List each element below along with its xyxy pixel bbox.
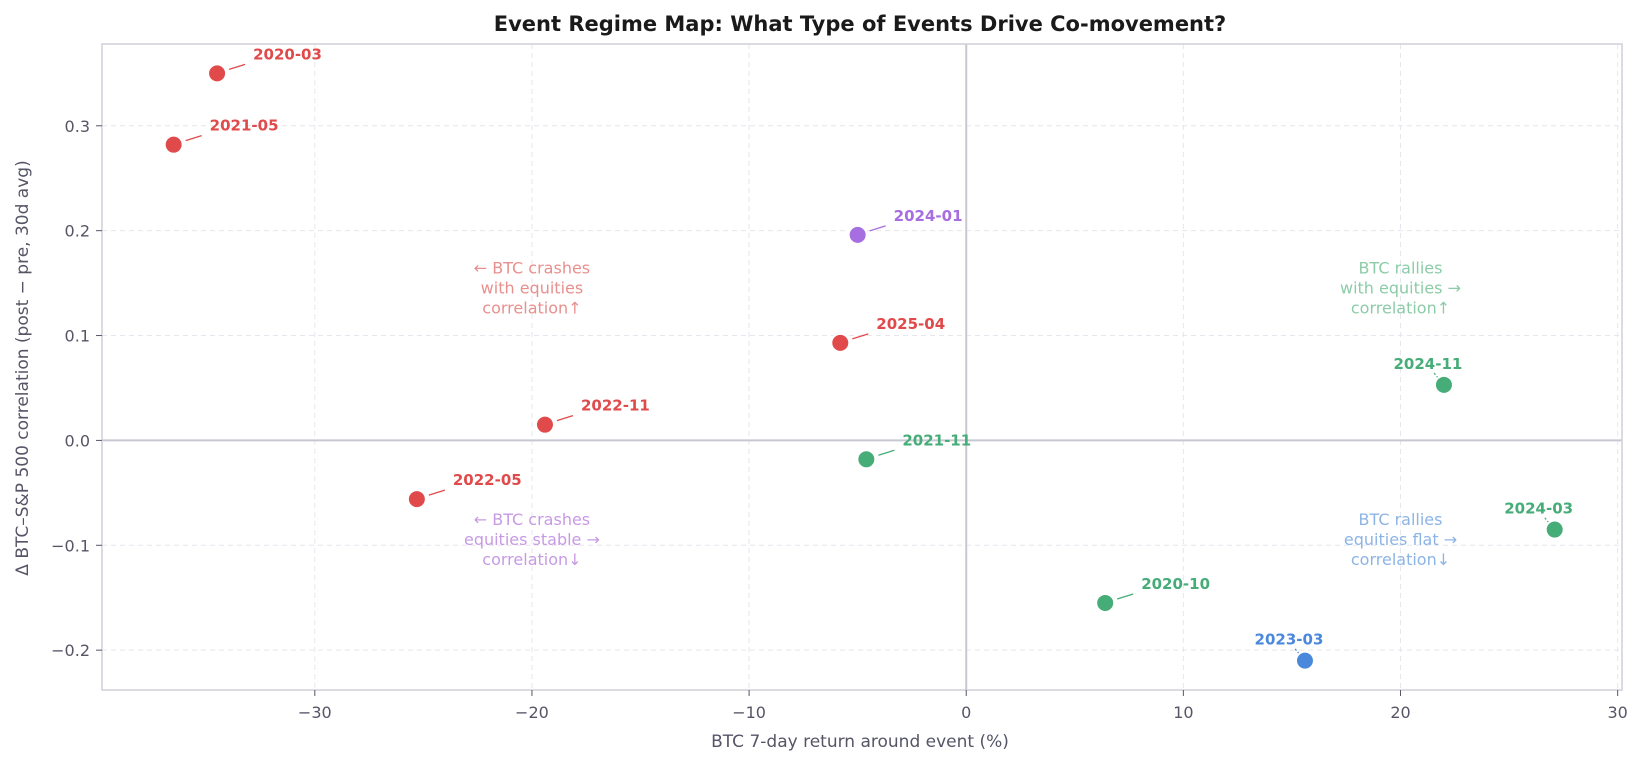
point-connector — [1544, 517, 1550, 523]
quadrant-note-line: BTC rallies — [1359, 258, 1443, 277]
quadrant-note-line: equities stable → — [464, 530, 600, 549]
data-point-label: 2021-05 — [210, 117, 279, 135]
data-point — [856, 449, 877, 470]
quadrant-note-line: BTC rallies — [1359, 510, 1443, 529]
quadrant-note-line: correlation↑ — [482, 298, 581, 317]
y-tick-label: 0.3 — [65, 117, 90, 136]
point-connector — [878, 449, 895, 456]
y-tick-label: −0.1 — [51, 536, 90, 555]
point-connector — [228, 63, 246, 70]
data-point — [1433, 374, 1454, 395]
data-point-label: 2024-11 — [1394, 355, 1463, 373]
x-axis-label: BTC 7-day return around event (%) — [711, 732, 1009, 752]
x-tick-label: 10 — [1173, 703, 1193, 722]
point-connector — [869, 225, 886, 232]
point-connector — [556, 415, 574, 422]
y-tick-label: 0.0 — [65, 431, 90, 450]
data-point-label: 2025-04 — [876, 315, 945, 333]
data-point — [534, 414, 555, 435]
plot-frame — [101, 43, 1623, 691]
y-tick-label: 0.2 — [65, 222, 90, 241]
data-point — [406, 489, 427, 510]
point-connector — [1294, 648, 1300, 655]
data-point — [207, 63, 228, 84]
quadrant-note-line: correlation↓ — [482, 550, 581, 569]
data-point-label: 2020-03 — [253, 45, 322, 63]
point-connector — [852, 333, 869, 340]
quadrant-note-line: with equities — [481, 278, 584, 297]
quadrant-note-line: equities flat → — [1344, 530, 1457, 549]
data-point-label: 2020-10 — [1141, 575, 1210, 593]
x-tick-label: −20 — [515, 703, 549, 722]
data-point — [830, 332, 851, 353]
data-point-label: 2023-03 — [1255, 631, 1324, 649]
point-connector — [1433, 372, 1439, 379]
quadrant-note-line: with equities → — [1340, 278, 1461, 297]
data-point-label: 2024-03 — [1504, 500, 1573, 518]
data-point — [163, 134, 184, 155]
point-connector — [428, 489, 446, 496]
x-tick-label: 0 — [961, 703, 971, 722]
plot-area: −30 −20 −10 0 10 20 30 −0.2 −0.1 0.0 0.1 0.2 0.3 ← BT… — [51, 43, 1628, 722]
x-tick-label: −30 — [298, 703, 332, 722]
x-tick-label: −10 — [732, 703, 766, 722]
y-axis-label: Δ BTC–S&P 500 correlation (post − pre, 3… — [13, 160, 33, 575]
y-tick-label: 0.1 — [65, 327, 90, 346]
data-point — [1095, 592, 1116, 613]
data-point — [1294, 650, 1315, 671]
quadrant-note-line: ← BTC crashes — [474, 510, 590, 529]
chart-title: Event Regime Map: What Type of Events Dr… — [494, 12, 1226, 36]
data-point — [1544, 519, 1565, 540]
quadrant-note-line: ← BTC crashes — [474, 258, 590, 277]
quadrant-note-line: correlation↓ — [1351, 550, 1450, 569]
y-tick-label: −0.2 — [51, 641, 90, 660]
x-tick-label: 30 — [1607, 703, 1627, 722]
data-point-label: 2021-11 — [902, 431, 971, 449]
data-point-label: 2022-11 — [581, 397, 650, 415]
x-tick-label: 20 — [1390, 703, 1410, 722]
point-connector — [185, 135, 202, 142]
data-point — [847, 224, 868, 245]
point-connector — [1117, 593, 1134, 600]
data-point-label: 2022-05 — [453, 471, 522, 489]
quadrant-note-line: correlation↑ — [1351, 298, 1450, 317]
data-point-label: 2024-01 — [894, 207, 963, 225]
